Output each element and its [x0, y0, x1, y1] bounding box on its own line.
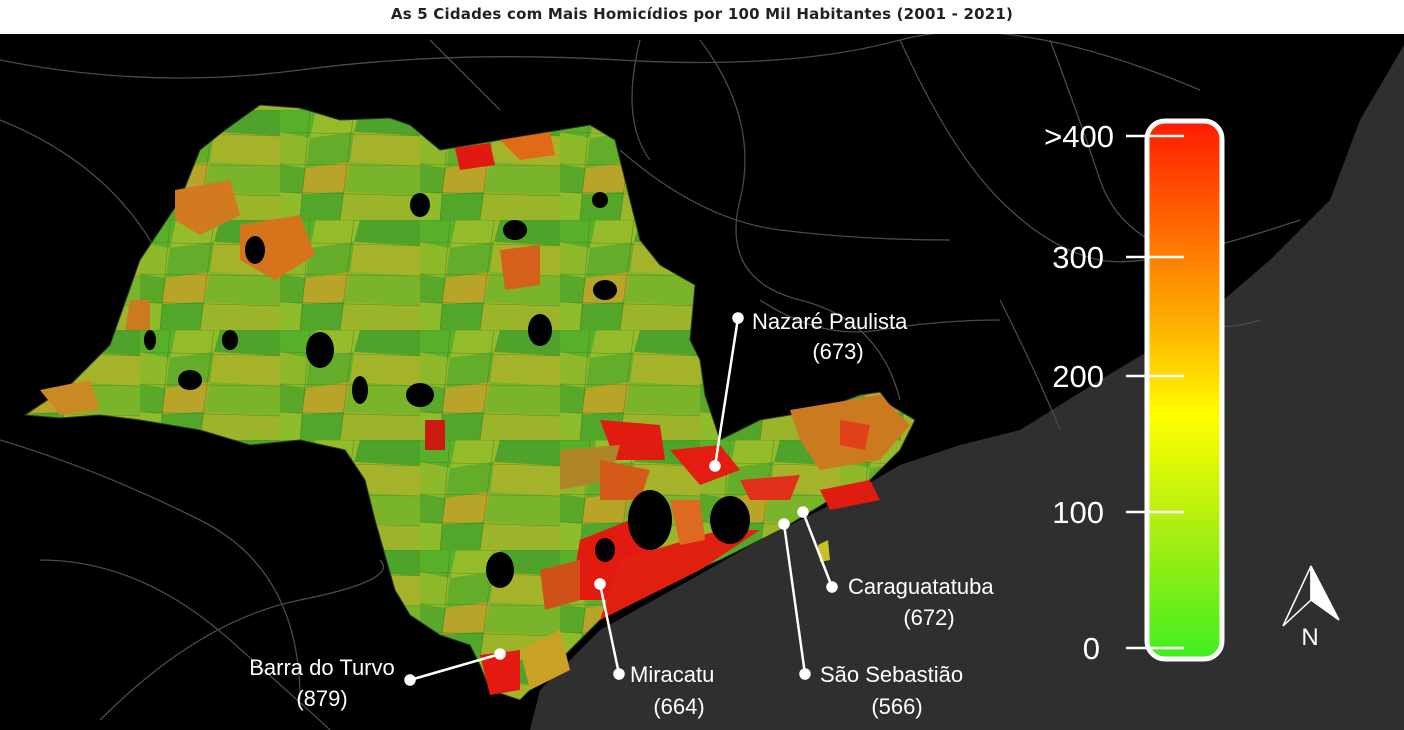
- legend-tick-200: 200: [1052, 359, 1104, 394]
- legend-tick-300: 300: [1052, 240, 1104, 275]
- legend-tick-400: >400: [1044, 119, 1114, 154]
- dot-sao-sebastiao-label: [799, 668, 811, 680]
- leader-nazare-paulista: [713, 317, 740, 467]
- city-label-miracatu: Miracatu: [630, 662, 714, 687]
- dot-sao-sebastiao: [778, 518, 790, 530]
- leader-barra-do-turvo: [409, 652, 501, 682]
- dot-caraguatatuba-label: [826, 581, 838, 593]
- map-title-bar: As 5 Cidades com Mais Homicídios por 100…: [0, 0, 1404, 34]
- city-label-sao-sebastiao: São Sebastião: [820, 662, 963, 687]
- leader-caraguatatuba: [801, 511, 834, 588]
- city-value-miracatu: (664): [653, 694, 704, 719]
- city-label-barra-do-turvo: Barra do Turvo: [249, 655, 395, 680]
- leader-miracatu: [598, 583, 621, 675]
- leader-lines: [404, 312, 838, 686]
- map-title: As 5 Cidades com Mais Homicídios por 100…: [390, 5, 1014, 23]
- legend-tick-100: 100: [1052, 495, 1104, 530]
- city-value-caraguatatuba: (672): [903, 605, 954, 630]
- legend: >400 300 200 100 0: [1044, 118, 1225, 666]
- legend-tick-0: 0: [1083, 631, 1100, 666]
- north-arrow-icon: N: [1282, 565, 1340, 651]
- city-label-caraguatatuba: Caraguatatuba: [848, 574, 994, 599]
- city-value-nazare-paulista: (673): [812, 339, 863, 364]
- city-label-nazare-paulista: Nazaré Paulista: [752, 309, 908, 334]
- dot-nazare-paulista-label: [732, 312, 744, 324]
- dot-barra-do-turvo-label: [404, 674, 416, 686]
- high-rate-regions: [40, 132, 910, 695]
- dot-caraguatatuba: [797, 506, 809, 518]
- legend-color-bar: [1144, 118, 1225, 662]
- map-canvas: Nazaré Paulista (673) Caraguatatuba (672…: [0, 34, 1404, 730]
- dot-miracatu: [594, 578, 606, 590]
- north-arrow-label: N: [1301, 624, 1318, 651]
- leader-sao-sebastiao: [782, 523, 807, 675]
- no-data-regions: [144, 192, 750, 588]
- legend-tick-marks: [1126, 134, 1184, 650]
- city-value-sao-sebastiao: (566): [871, 694, 922, 719]
- dot-barra-do-turvo: [494, 648, 506, 660]
- map-area: Nazaré Paulista (673) Caraguatatuba (672…: [0, 34, 1404, 730]
- dot-miracatu-label: [613, 668, 625, 680]
- city-value-barra-do-turvo: (879): [296, 686, 347, 711]
- dot-nazare-paulista: [709, 460, 721, 472]
